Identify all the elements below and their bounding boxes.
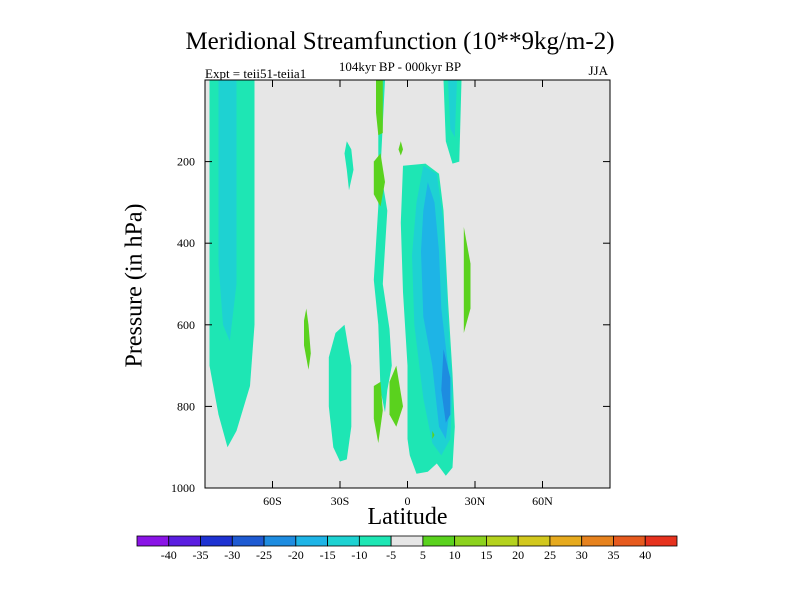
colorbar-label: 5 xyxy=(420,548,426,562)
colorbar-label: 25 xyxy=(544,548,556,562)
colorbar-swatch xyxy=(613,535,646,547)
y-tick-label: 200 xyxy=(177,155,195,169)
x-axis-title: Latitude xyxy=(367,504,448,530)
y-tick-label: 1000 xyxy=(171,481,195,495)
y-tick-label: 600 xyxy=(177,318,195,332)
x-tick-label: 60S xyxy=(263,494,282,508)
contour-region-13 xyxy=(373,153,385,207)
chart-subtitle: 104kyr BP - 000kyr BP xyxy=(338,59,462,74)
contour-region-8 xyxy=(448,80,457,138)
colorbar-label: -15 xyxy=(320,548,336,562)
contour-region-11 xyxy=(304,308,311,370)
colorbar-label: 30 xyxy=(576,548,588,562)
colorbar-label: 40 xyxy=(639,548,651,562)
chart-title: Meridional Streamfunction (10**9kg/m-2) xyxy=(185,28,615,55)
x-tick-label: 30S xyxy=(331,494,350,508)
contour-region-1 xyxy=(218,80,237,342)
y-tick-label: 800 xyxy=(177,399,195,413)
contour-region-15 xyxy=(389,365,403,427)
contour-region-14 xyxy=(373,381,383,444)
colorbar-swatch xyxy=(136,535,170,547)
colorbar-label: -10 xyxy=(351,548,367,562)
colorbar-label: 10 xyxy=(449,548,461,562)
contour-region-3 xyxy=(344,141,354,191)
contour-region-16 xyxy=(398,141,403,156)
colorbar-swatch xyxy=(517,535,551,547)
contour-region-10 xyxy=(441,349,451,423)
colorbar-swatch xyxy=(644,535,678,547)
colorbar: -40 -35 -30 -25 -20 -15 -10 -5 5 10 15 20 25 30 35 40 xyxy=(136,535,678,562)
colorbar-label: -25 xyxy=(256,548,272,562)
contour-region-18 xyxy=(432,430,435,439)
contour-region-17 xyxy=(463,226,471,333)
x-tick-label: 0 xyxy=(405,494,411,508)
x-tick-label: 30N xyxy=(465,494,486,508)
colorbar-label: 20 xyxy=(512,548,524,562)
y-tick-label: 400 xyxy=(177,236,195,250)
axes: 60S 30S 0 30N 60N 200 400 600 800 1000 xyxy=(171,80,610,508)
experiment-label: Expt = teii51-teiia1 xyxy=(205,66,307,81)
colorbar-label: -20 xyxy=(288,548,304,562)
colorbar-swatch xyxy=(263,535,297,547)
colorbar-swatch xyxy=(454,535,487,547)
colorbar-swatch xyxy=(327,535,360,547)
colorbar-swatch xyxy=(549,535,583,547)
colorbar-swatch xyxy=(390,535,424,547)
x-tick-label: 60N xyxy=(532,494,553,508)
colorbar-label: 35 xyxy=(607,548,619,562)
colorbar-label: 15 xyxy=(480,548,492,562)
colorbar-swatch xyxy=(358,535,392,547)
colorbar-swatch xyxy=(200,535,233,547)
contour-region-12 xyxy=(376,80,383,136)
season-label: JJA xyxy=(588,63,608,78)
contour-region-2 xyxy=(328,324,352,462)
colorbar-label: -30 xyxy=(224,548,240,562)
contour-regions xyxy=(209,80,471,476)
colorbar-swatch xyxy=(295,535,328,547)
colorbar-label: -40 xyxy=(161,548,177,562)
colorbar-swatch xyxy=(422,535,456,547)
colorbar-swatch xyxy=(168,535,201,547)
colorbar-swatch xyxy=(231,535,265,547)
colorbar-label: -5 xyxy=(386,548,396,562)
colorbar-swatch xyxy=(486,535,519,547)
colorbar-swatch xyxy=(581,535,614,547)
colorbar-label: -35 xyxy=(193,548,209,562)
